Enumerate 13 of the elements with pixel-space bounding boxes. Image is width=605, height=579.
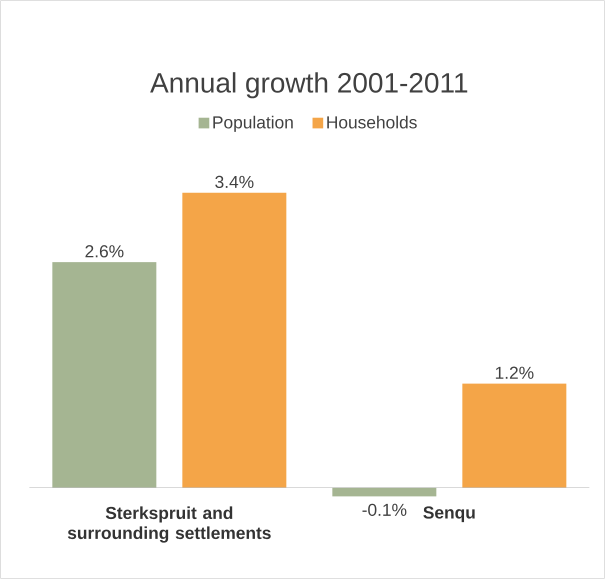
x-tick-label: Senqu [423,506,475,522]
bar [332,488,436,496]
bar [462,384,566,488]
legend-label: Households [327,116,417,128]
bar [52,262,156,488]
legend-label: Population [213,116,293,132]
bar [182,192,286,488]
chart-title: Annual growth 2001-2011 [150,72,468,98]
data-label: 2.6% [85,245,124,258]
data-label: 3.4% [215,176,254,188]
data-label: -0.1% [362,504,406,516]
x-tick-label: Sterkspruit and surrounding settlements [68,506,271,543]
data-label: 1.2% [496,366,534,379]
